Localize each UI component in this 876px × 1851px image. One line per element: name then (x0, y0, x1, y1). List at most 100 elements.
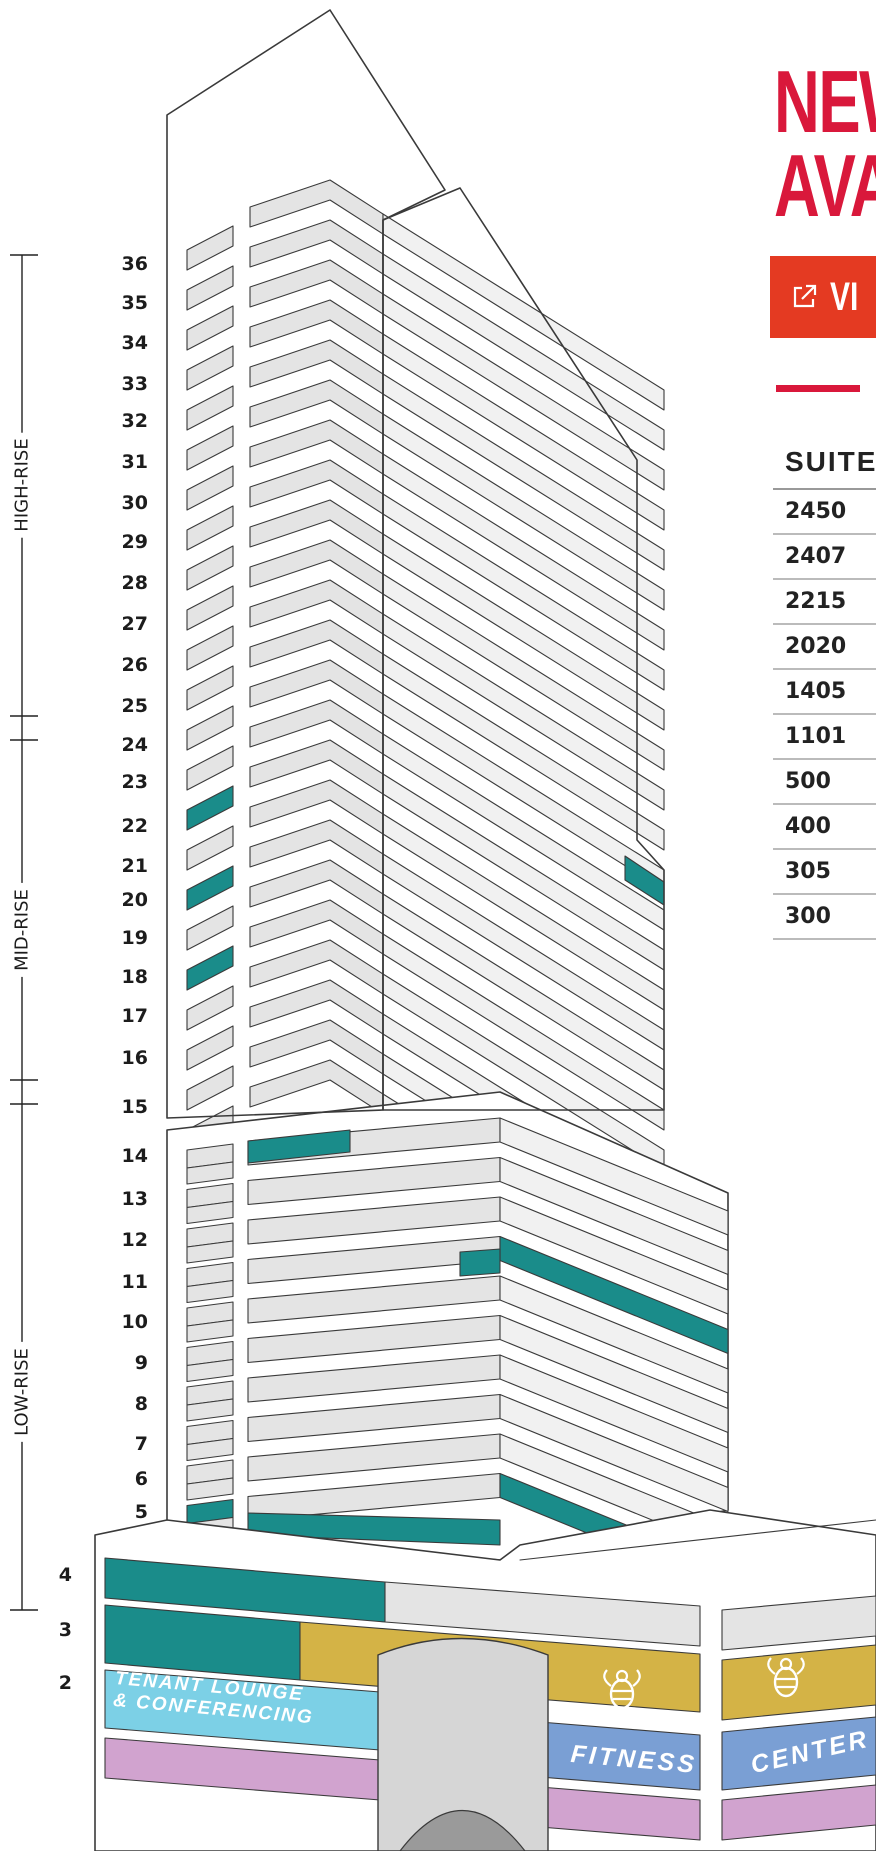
band-face-b (249, 1059, 384, 1115)
bee-wing (767, 1657, 805, 1675)
suite-row[interactable]: 2450 (773, 490, 876, 535)
floor-label: 5 (134, 1501, 148, 1523)
floor-label: 32 (121, 410, 148, 432)
floor-label: 36 (121, 253, 148, 275)
zone-label-mid-rise: MID-RISE (11, 883, 33, 977)
band-face-a (186, 945, 234, 991)
floor-label: 22 (121, 815, 148, 837)
floor-label: 26 (121, 654, 148, 676)
bee-head (779, 1657, 793, 1671)
bee-wing (603, 1669, 641, 1687)
floor-label: 25 (121, 695, 148, 717)
band-face-a (186, 545, 234, 591)
suite-row[interactable]: 1101 (773, 715, 876, 760)
band-face-a (186, 825, 234, 871)
band-face-a (186, 785, 234, 831)
band-face-a (186, 1065, 234, 1111)
floor-label: 27 (121, 613, 148, 635)
floor-label: 3 (58, 1619, 72, 1641)
suite-row[interactable]: 300 (773, 895, 876, 940)
floor-label: 16 (121, 1047, 148, 1069)
band-face-a (186, 425, 234, 471)
band-face-a (186, 905, 234, 951)
entrance-cylinder (377, 1637, 549, 1851)
suite-row[interactable]: 400 (773, 805, 876, 850)
zone-label-low-rise: LOW-RISE (11, 1342, 33, 1442)
low-band-left-2 (186, 1200, 234, 1225)
low-band-right (499, 1156, 729, 1276)
band-face-a (186, 505, 234, 551)
floor-label: 24 (121, 734, 148, 756)
available-suite-1405 (247, 1129, 351, 1164)
low-band-right (499, 1314, 729, 1434)
floor-label: 31 (121, 451, 148, 473)
band-face-a (186, 665, 234, 711)
band-face-a (186, 265, 234, 311)
low-band-right (499, 1275, 729, 1394)
floor-label: 33 (121, 373, 148, 395)
band-face-a (186, 865, 234, 911)
low-band-left-2 (186, 1437, 234, 1462)
floor-label: 15 (121, 1096, 148, 1118)
band-face-a (186, 585, 234, 631)
floor-label: 35 (121, 292, 148, 314)
floor-label: 18 (121, 966, 148, 988)
suite-row[interactable]: 1405 (773, 670, 876, 715)
suite-row[interactable]: 2020 (773, 625, 876, 670)
floor-label: 34 (121, 332, 148, 354)
band-face-a (186, 745, 234, 791)
entrance-door (399, 1809, 526, 1851)
band-face-a (186, 385, 234, 431)
floor-label: 29 (121, 531, 148, 553)
floor-label: 10 (121, 1311, 148, 1333)
available-suite-1101 (459, 1248, 501, 1277)
section-divider (776, 385, 860, 392)
band-face-a (186, 345, 234, 391)
floor-label: 2 (58, 1672, 72, 1694)
floor-label: 20 (121, 889, 148, 911)
floor-label: 6 (134, 1468, 148, 1490)
floor-label: 23 (121, 771, 148, 793)
low-band-right (499, 1196, 729, 1315)
low-band-right (499, 1117, 729, 1236)
low-band-left-2 (186, 1161, 234, 1185)
zone-label-high-rise: HIGH-RISE (11, 432, 33, 538)
floor-label: 7 (134, 1433, 148, 1455)
floor-label: 14 (121, 1145, 148, 1167)
floor-label: 30 (121, 492, 148, 514)
podium-floor-4-rest (384, 1581, 701, 1647)
low-band-left-2 (186, 1319, 234, 1343)
bee-icon (603, 1669, 641, 1710)
bee-head (615, 1669, 629, 1683)
podium-floor-3-side (721, 1644, 876, 1721)
low-band-left-2 (186, 1398, 234, 1422)
suite-row[interactable]: 500 (773, 760, 876, 805)
floor-label: 11 (121, 1271, 148, 1293)
floor-label: 9 (134, 1352, 148, 1374)
view-availability-button[interactable]: VI (770, 256, 876, 338)
low-band-right (499, 1354, 729, 1473)
band-face-a (186, 305, 234, 351)
floor-label: 17 (121, 1005, 148, 1027)
headline-line2: AVA (774, 136, 876, 235)
podium-purple-right (721, 1784, 876, 1841)
headline-line1: NEW (774, 52, 876, 151)
low-band-left-2 (186, 1240, 234, 1264)
band-face-a (186, 625, 234, 671)
suite-row[interactable]: 2215 (773, 580, 876, 625)
suite-row[interactable]: 305 (773, 850, 876, 895)
suite-row[interactable]: 2407 (773, 535, 876, 580)
band-face-a (186, 705, 234, 751)
floor-label: 13 (121, 1188, 148, 1210)
band-face-a (186, 225, 234, 271)
bee-icon (767, 1657, 805, 1698)
low-band-left-2 (186, 1279, 234, 1304)
external-link-icon (793, 284, 817, 308)
low-band-left-2 (186, 1358, 234, 1383)
podium-floor-4-side (721, 1595, 876, 1651)
band-face-a (186, 465, 234, 511)
low-band-right (499, 1393, 729, 1513)
low-band-left-2 (186, 1477, 234, 1501)
